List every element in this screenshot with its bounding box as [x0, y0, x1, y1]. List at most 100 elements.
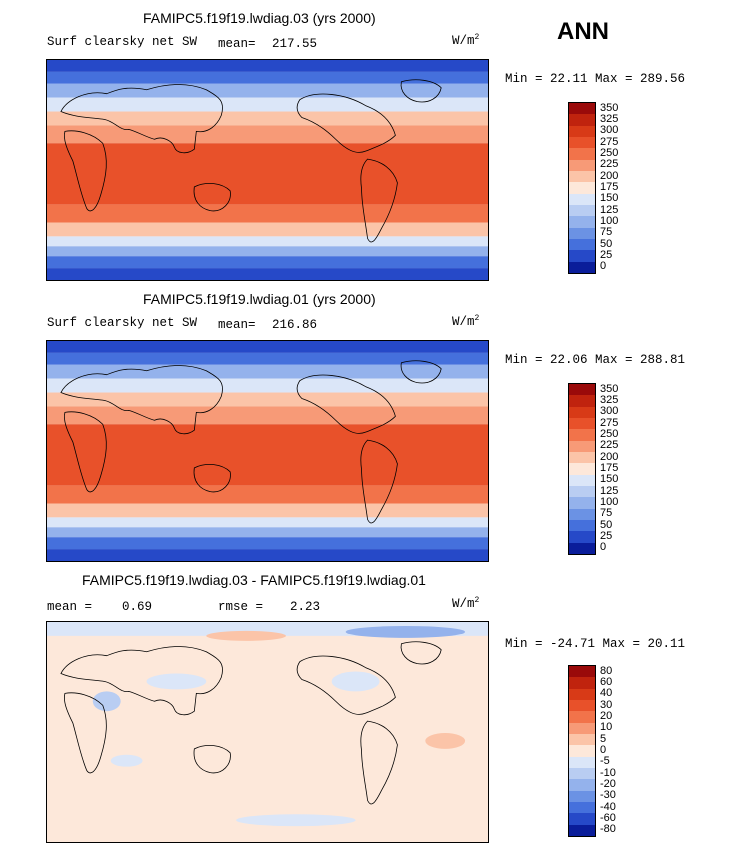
panel-3-mean-label: mean =: [47, 600, 93, 614]
colorbar-swatch: [569, 406, 595, 418]
panel-1-minmax: Min = 22.11 Max = 289.56: [505, 72, 686, 86]
colorbar-tick-label: 275: [600, 416, 619, 429]
colorbar-swatch: [569, 250, 595, 262]
colorbar-tick-label: 175: [600, 181, 619, 193]
panel-1-field-label: Surf clearsky net SW: [47, 35, 198, 49]
colorbar-swatch: [569, 429, 595, 441]
colorbar-swatch: [569, 474, 595, 486]
colorbar-tick-label: -30: [600, 789, 616, 802]
colorbar-swatch: [569, 790, 595, 802]
colorbar-tick-label: 40: [600, 687, 613, 700]
panel-1-mean-value: 217.55: [272, 37, 318, 51]
colorbar-tick-label: 325: [600, 394, 619, 406]
panel-2-field-label: Surf clearsky net SW: [47, 316, 198, 330]
colorbar-tick-label: 50: [600, 518, 613, 531]
colorbar-tick-label: 50: [600, 237, 613, 250]
colorbar-swatch: [569, 216, 595, 228]
colorbar-swatch: [569, 699, 595, 712]
colorbar-tick-label: 0: [600, 541, 607, 554]
colorbar-tick-label: 25: [600, 530, 613, 542]
colorbar-tick-label: 125: [600, 484, 619, 497]
colorbar-swatch: [569, 227, 595, 239]
panel-3-colorbar: [568, 665, 596, 837]
colorbar-tick-label: -5: [600, 755, 610, 768]
season-label: ANN: [557, 18, 609, 45]
panel-3-map: [46, 621, 489, 843]
colorbar-tick-label: 325: [600, 113, 619, 125]
colorbar-tick-label: 5: [600, 732, 607, 745]
colorbar-tick-label: 75: [600, 226, 613, 239]
colorbar-tick-label: 10: [600, 721, 613, 734]
colorbar-tick-label: 125: [600, 203, 619, 216]
colorbar-swatch: [569, 745, 595, 757]
colorbar-tick-label: -60: [600, 812, 616, 824]
colorbar-swatch: [569, 813, 595, 825]
colorbar-tick-label: 350: [600, 382, 619, 395]
panel-2-units: W/m2: [452, 314, 480, 330]
colorbar-swatch: [569, 114, 595, 126]
colorbar-swatch: [569, 170, 595, 183]
colorbar-swatch: [569, 417, 595, 430]
panel-3-title: FAMIPC5.f19f19.lwdiag.03 - FAMIPC5.f19f1…: [82, 572, 426, 588]
colorbar-tick-label: 20: [600, 710, 613, 722]
colorbar-swatch: [569, 261, 595, 273]
panel-1-colorbar: [568, 102, 596, 274]
panel-1-title: FAMIPC5.f19f19.lwdiag.03 (yrs 2000): [143, 10, 376, 26]
colorbar-swatch: [569, 779, 595, 791]
panel-2-title: FAMIPC5.f19f19.lwdiag.01 (yrs 2000): [143, 291, 376, 307]
colorbar-tick-label: 200: [600, 450, 619, 463]
colorbar-swatch: [569, 508, 595, 520]
colorbar-swatch: [569, 485, 595, 498]
colorbar-swatch: [569, 451, 595, 464]
colorbar-swatch: [569, 497, 595, 509]
colorbar-swatch: [569, 103, 595, 115]
panel-3-mean-value: 0.69: [122, 600, 153, 614]
colorbar-tick-label: 0: [600, 744, 607, 756]
colorbar-tick-label: 75: [600, 507, 613, 520]
panel-2-minmax: Min = 22.06 Max = 288.81: [505, 353, 686, 367]
colorbar-swatch: [569, 711, 595, 723]
colorbar-swatch: [569, 756, 595, 768]
colorbar-tick-label: 225: [600, 158, 619, 171]
panel-1-mean-label: mean=: [218, 37, 256, 51]
colorbar-swatch: [569, 688, 595, 700]
panel-2-colorbar: [568, 383, 596, 555]
colorbar-swatch: [569, 136, 595, 149]
colorbar-swatch: [569, 542, 595, 554]
colorbar-swatch: [569, 182, 595, 194]
colorbar-tick-label: 100: [600, 496, 619, 508]
colorbar-tick-label: 0: [600, 260, 607, 273]
colorbar-tick-label: 350: [600, 101, 619, 114]
colorbar-swatch: [569, 395, 595, 407]
panel-1-map: [46, 59, 489, 281]
colorbar-tick-label: 275: [600, 135, 619, 148]
colorbar-swatch: [569, 384, 595, 396]
colorbar-swatch: [569, 440, 595, 452]
colorbar-swatch: [569, 677, 595, 689]
colorbar-tick-label: 100: [600, 215, 619, 227]
colorbar-swatch: [569, 801, 595, 814]
colorbar-tick-label: 175: [600, 462, 619, 474]
colorbar-tick-label: -80: [600, 823, 616, 836]
panel-2-mean-label: mean=: [218, 318, 256, 332]
colorbar-swatch: [569, 125, 595, 137]
colorbar-tick-label: 200: [600, 169, 619, 182]
colorbar-swatch: [569, 733, 595, 746]
colorbar-swatch: [569, 148, 595, 160]
colorbar-tick-label: 300: [600, 124, 619, 137]
panel-3-units: W/m2: [452, 596, 480, 612]
panel-3-minmax: Min = -24.71 Max = 20.11: [505, 637, 686, 651]
colorbar-swatch: [569, 463, 595, 475]
colorbar-tick-label: 225: [600, 439, 619, 452]
colorbar-swatch: [569, 666, 595, 678]
colorbar-swatch: [569, 722, 595, 734]
colorbar-tick-label: 25: [600, 249, 613, 261]
colorbar-tick-label: 150: [600, 473, 619, 486]
colorbar-tick-label: 300: [600, 405, 619, 418]
colorbar-tick-label: 60: [600, 676, 613, 688]
colorbar-swatch: [569, 824, 595, 836]
colorbar-swatch: [569, 204, 595, 217]
colorbar-swatch: [569, 531, 595, 543]
panel-2-mean-value: 216.86: [272, 318, 318, 332]
colorbar-swatch: [569, 193, 595, 205]
